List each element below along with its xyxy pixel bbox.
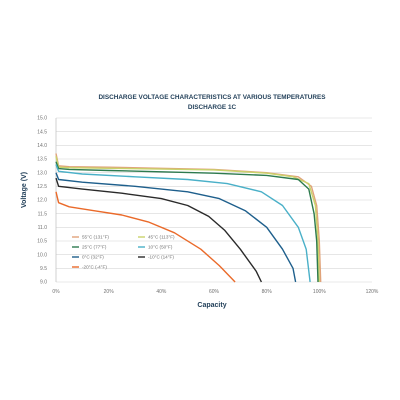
y-tick-label: 15.0 <box>37 116 47 122</box>
series-line <box>55 177 263 283</box>
y-tick-label: 9.5 <box>40 266 47 272</box>
legend-label: -20°C (-4°F) <box>82 265 107 270</box>
series-line <box>55 164 311 283</box>
y-tick-label: 10.0 <box>37 252 47 258</box>
legend-label: -10°C (14°F) <box>148 255 174 260</box>
x-tick-label: 80% <box>262 289 273 295</box>
y-axis-label: Voltage (V) <box>21 172 28 208</box>
series-line <box>55 172 297 283</box>
y-tick-label: 14.0 <box>37 143 47 149</box>
series-lines <box>55 153 322 283</box>
y-tick-label: 10.5 <box>37 239 47 245</box>
y-tick-label: 13.0 <box>37 170 47 176</box>
x-tick-labels: 0% 20% 40% 60% 80% 100% 120% <box>52 289 379 295</box>
x-tick-label: 20% <box>104 289 115 295</box>
x-tick-label: 40% <box>156 289 167 295</box>
y-tick-label: 9.0 <box>40 280 47 286</box>
y-tick-label: 13.5 <box>37 157 47 163</box>
legend-label: 45°C (113°F) <box>148 235 175 240</box>
x-tick-label: 120% <box>366 289 379 295</box>
series-line <box>55 191 236 283</box>
series-line <box>55 156 320 283</box>
y-tick-label: 12.5 <box>37 184 47 190</box>
y-tick-label: 14.5 <box>37 129 47 135</box>
legend: 55°C (131°F) 45°C (113°F) 25°C (77°F) 10°C … <box>72 235 175 270</box>
chart-title: DISCHARGE VOLTAGE CHARACTERISTICS AT VAR… <box>98 94 326 101</box>
series-line <box>55 161 319 283</box>
legend-label: 0°C (32°F) <box>82 255 104 260</box>
y-tick-labels: 15.0 14.5 14.0 13.5 13.0 12.5 12.0 11.5 11.0 10.5… <box>37 116 47 286</box>
x-tick-label: 60% <box>209 289 220 295</box>
x-tick-label: 0% <box>52 289 60 295</box>
chart-subtitle: DISCHARGE 1C <box>188 104 237 111</box>
legend-label: 25°C (77°F) <box>82 245 107 250</box>
y-tick-label: 12.0 <box>37 198 47 204</box>
legend-label: 10°C (50°F) <box>148 245 173 250</box>
y-tick-label: 11.5 <box>38 211 48 217</box>
x-tick-label: 100% <box>313 289 326 295</box>
legend-label: 55°C (131°F) <box>82 235 109 240</box>
x-axis-label: Capacity <box>197 302 226 309</box>
y-tick-label: 11.0 <box>38 225 48 231</box>
